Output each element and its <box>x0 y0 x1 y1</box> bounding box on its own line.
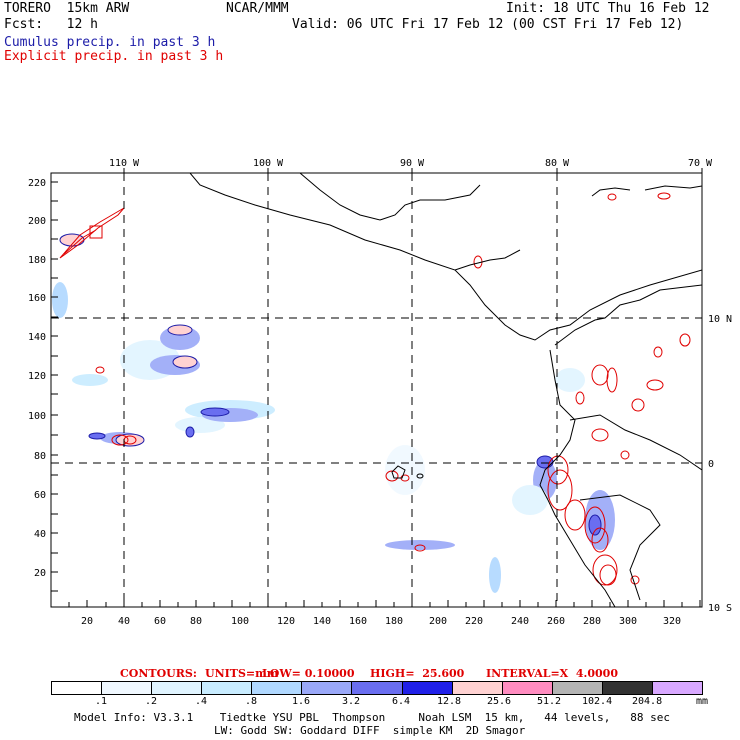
x-axis-ticks <box>68 600 701 607</box>
x-tick-label: 200 <box>429 616 447 627</box>
y-tick-label: 100 <box>28 411 46 422</box>
colorbar-swatch <box>402 682 453 694</box>
contours-low: LOW= 0.10000 <box>262 667 355 680</box>
latlon-grid <box>51 173 702 607</box>
colorbar-label: .2 <box>145 696 158 707</box>
colorbar-label: .8 <box>245 696 258 707</box>
lon-ticks <box>123 168 703 173</box>
x-tick-label: 40 <box>118 616 130 627</box>
colorbar-swatch <box>452 682 503 694</box>
y-tick-label: 60 <box>34 490 46 501</box>
legend-cumulus: Cumulus precip. in past 3 h <box>4 35 216 50</box>
colorbar-swatch <box>52 682 103 694</box>
colorbar-label: 102.4 <box>582 696 613 707</box>
lon-label: 90 W <box>400 158 425 169</box>
model-title: TORERO 15km ARW <box>4 1 130 16</box>
colorbar-label: 1.6 <box>292 696 311 707</box>
lon-label: 80 W <box>545 158 570 169</box>
y-tick-label: 200 <box>28 216 46 227</box>
colorbar-swatch <box>352 682 403 694</box>
x-tick-label: 160 <box>349 616 367 627</box>
colorbar-label: 51.2 <box>537 696 562 707</box>
lat-label: 10 S <box>708 603 732 614</box>
x-tick-label: 180 <box>385 616 403 627</box>
x-tick-label: 320 <box>663 616 681 627</box>
contours-interval: INTERVAL=X 4.0000 <box>486 667 618 680</box>
y-tick-label: 120 <box>28 371 46 382</box>
x-tick-labels: 20 40 60 80 100 120 140 160 180 200 220 … <box>81 616 681 627</box>
x-tick-label: 140 <box>313 616 331 627</box>
colorbar-swatch <box>252 682 303 694</box>
lat-labels: 10 N 0 10 S <box>708 314 732 614</box>
colorbar-swatch <box>302 682 353 694</box>
x-tick-label: 240 <box>511 616 529 627</box>
y-tick-labels: 220 200 180 160 140 120 100 80 60 40 20 <box>28 178 46 579</box>
colorbar-swatch <box>152 682 203 694</box>
colorbar-label: .1 <box>95 696 108 707</box>
colorbar-swatch <box>602 682 653 694</box>
y-tick-label: 80 <box>34 451 46 462</box>
colorbar-label: 3.2 <box>342 696 361 707</box>
colorbar-swatch <box>202 682 253 694</box>
coastlines <box>189 173 702 607</box>
forecast-hour: Fcst: 12 h <box>4 17 98 32</box>
model-info-line1: Model Info: V3.3.1 Tiedtke YSU PBL Thomp… <box>74 711 671 724</box>
colorbar-label: 12.8 <box>437 696 462 707</box>
explicit-precip-contours <box>59 192 691 586</box>
x-tick-label: 60 <box>154 616 166 627</box>
colorbar-unit: mm <box>696 696 709 707</box>
contours-label: CONTOURS: <box>120 667 197 680</box>
contours-units: UNITS=mm <box>205 667 279 680</box>
y-tick-label: 20 <box>34 568 46 579</box>
colorbar-labels: .1 .2 .4 .8 1.6 3.2 6.4 12.8 25.6 51.2 1… <box>0 696 740 710</box>
model-info-line2: LW: Godd SW: Goddard DIFF simple KM 2D S… <box>214 724 526 737</box>
lat-label: 0 <box>708 459 714 470</box>
y-tick-label: 180 <box>28 255 46 266</box>
legend-explicit: Explicit precip. in past 3 h <box>4 49 224 64</box>
y-tick-label: 140 <box>28 332 46 343</box>
init-time: Init: 18 UTC Thu 16 Feb 12 <box>506 1 710 16</box>
lon-label: 110 W <box>109 158 140 169</box>
colorbar-label: 204.8 <box>632 696 663 707</box>
y-axis-ticks <box>51 181 58 592</box>
x-tick-label: 20 <box>81 616 93 627</box>
x-tick-label: 260 <box>547 616 565 627</box>
colorbar-swatch <box>652 682 703 694</box>
y-tick-label: 40 <box>34 529 46 540</box>
lon-label: 70 W <box>688 158 713 169</box>
y-tick-label: 160 <box>28 293 46 304</box>
x-tick-label: 300 <box>619 616 637 627</box>
org-label: NCAR/MMM <box>226 1 289 16</box>
colorbar <box>51 681 703 695</box>
lon-label: 100 W <box>253 158 284 169</box>
x-tick-label: 120 <box>277 616 295 627</box>
colorbar-label: .4 <box>195 696 208 707</box>
x-tick-label: 220 <box>465 616 483 627</box>
colorbar-label: 6.4 <box>392 696 411 707</box>
colorbar-swatch <box>102 682 153 694</box>
x-tick-label: 100 <box>231 616 249 627</box>
x-tick-label: 280 <box>583 616 601 627</box>
lon-labels: 110 W 100 W 90 W 80 W 70 W <box>109 158 713 169</box>
colorbar-swatch <box>552 682 603 694</box>
x-tick-label: 80 <box>190 616 202 627</box>
valid-time: Valid: 06 UTC Fri 17 Feb 12 (00 CST Fri … <box>292 17 684 32</box>
contours-high: HIGH= 25.600 <box>370 667 465 680</box>
colorbar-label: 25.6 <box>487 696 512 707</box>
lat-label: 10 N <box>708 314 732 325</box>
y-tick-label: 220 <box>28 178 46 189</box>
colorbar-swatch <box>502 682 553 694</box>
